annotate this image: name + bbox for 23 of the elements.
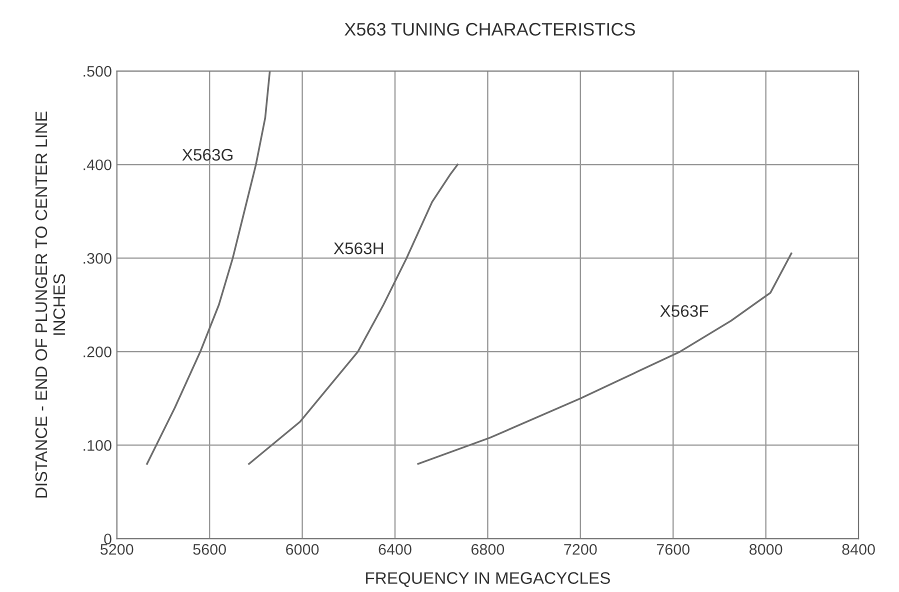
y-axis-title: DISTANCE - END OF PLUNGER TO CENTER LINE INCHES	[35, 112, 66, 498]
x-tick-label: 8400	[842, 544, 875, 555]
line-series	[248, 164, 458, 465]
x-tick-label: 8000	[750, 544, 782, 555]
x-tick-label: 6000	[286, 544, 319, 555]
y-tick-label: .500	[84, 66, 112, 77]
y-tick-label: 0	[104, 534, 112, 544]
x-tick-label: 5600	[193, 544, 226, 555]
y-tick-label: .200	[84, 346, 112, 358]
line-series	[417, 252, 792, 465]
x-tick-label: 5200	[100, 544, 134, 555]
x-tick-label: 6800	[471, 544, 504, 555]
x-tick-label: 7200	[564, 544, 597, 555]
y-tick-label: .100	[84, 440, 112, 451]
x-tick-label: 6400	[378, 544, 412, 555]
series-label: X563G	[182, 148, 232, 161]
series-label: X563H	[334, 242, 384, 254]
y-tick-label: .400	[84, 159, 112, 170]
series-label: X563F	[660, 305, 708, 317]
chart-title: X563 TUNING CHARACTERISTICS	[344, 22, 635, 36]
x-axis-title: FREQUENCY IN MEGACYCLES	[366, 572, 610, 587]
x-tick-label: 7600	[656, 544, 690, 555]
y-tick-label: .300	[84, 252, 112, 264]
